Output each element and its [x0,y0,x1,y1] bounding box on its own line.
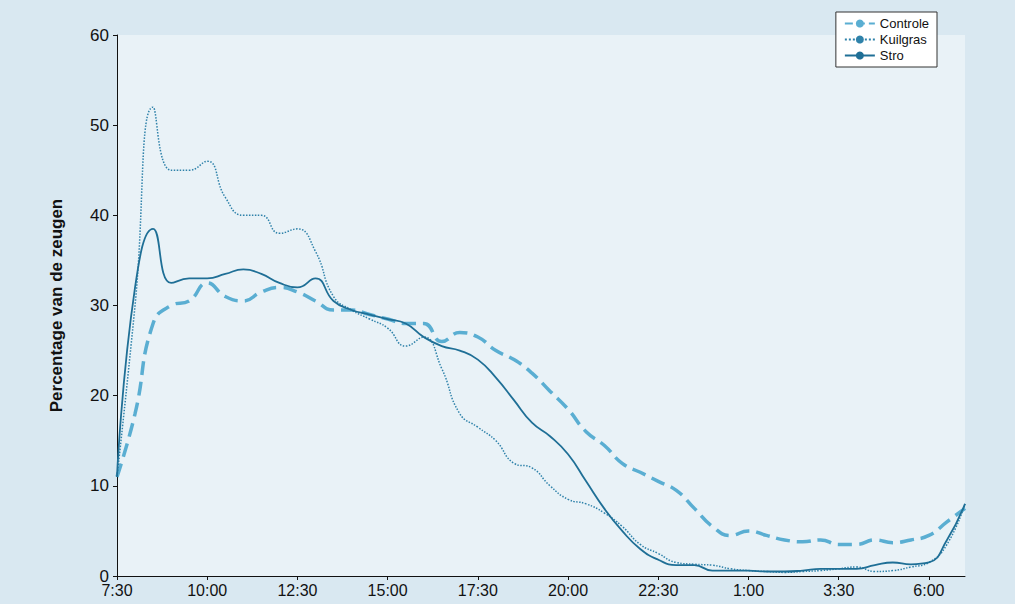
svg-text:20: 20 [90,386,109,405]
svg-text:17:30: 17:30 [458,582,498,599]
svg-text:6:00: 6:00 [913,582,944,599]
svg-text:3:30: 3:30 [823,582,854,599]
svg-text:12:30: 12:30 [277,582,317,599]
svg-text:30: 30 [90,296,109,315]
svg-text:Percentage van de zeugen: Percentage van de zeugen [47,199,66,413]
svg-text:10:00: 10:00 [187,582,227,599]
svg-text:20:00: 20:00 [548,582,588,599]
svg-text:22:30: 22:30 [638,582,678,599]
svg-text:40: 40 [90,206,109,225]
svg-text:15:00: 15:00 [368,582,408,599]
svg-text:Stro: Stro [880,48,904,63]
svg-text:Kuilgras: Kuilgras [880,32,927,47]
svg-text:10: 10 [90,476,109,495]
svg-text:0: 0 [99,566,109,586]
svg-text:Controle: Controle [880,16,929,31]
svg-text:50: 50 [90,116,109,135]
svg-text:1:00: 1:00 [733,582,764,599]
svg-text:7:30: 7:30 [101,582,132,599]
svg-text:60: 60 [90,26,109,45]
